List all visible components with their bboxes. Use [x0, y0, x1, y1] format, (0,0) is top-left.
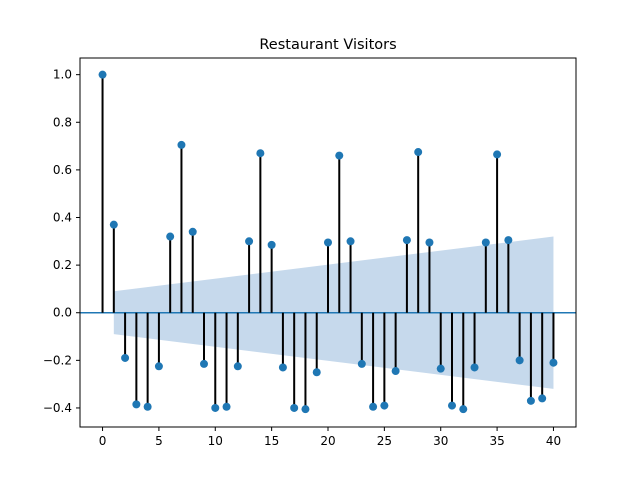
- data-point-26: [391, 367, 400, 376]
- y-tick-label-2: 0.0: [53, 306, 72, 320]
- data-point-8: [188, 227, 197, 236]
- data-point-3: [132, 400, 141, 409]
- x-tick-label-10: 10: [208, 434, 223, 448]
- chart-title: Restaurant Visitors: [259, 37, 396, 53]
- data-point-21: [335, 151, 344, 160]
- data-point-37: [515, 356, 524, 365]
- data-point-11: [222, 402, 231, 411]
- data-point-35: [493, 150, 502, 159]
- y-tick-label-3: 0.2: [53, 258, 72, 272]
- x-tick-label-30: 30: [433, 434, 448, 448]
- data-point-18: [301, 405, 310, 414]
- data-point-22: [346, 237, 355, 246]
- data-point-7: [177, 140, 186, 149]
- data-point-1: [109, 220, 118, 229]
- data-point-28: [414, 148, 423, 157]
- data-point-19: [312, 368, 321, 377]
- stems-layer: [101, 74, 555, 410]
- x-axis-ticks: 0 5 10 15 20 25 30 35 40: [99, 427, 561, 448]
- data-point-40: [549, 358, 558, 367]
- data-point-2: [121, 353, 130, 362]
- data-point-5: [154, 362, 163, 371]
- y-tick-label-1: −0.2: [43, 353, 72, 367]
- data-point-15: [267, 240, 276, 249]
- data-point-16: [278, 363, 287, 372]
- data-point-10: [211, 403, 220, 412]
- y-tick-label-0: −0.4: [43, 401, 72, 415]
- y-tick-label-7: 1.0: [53, 68, 72, 82]
- data-point-38: [526, 396, 535, 405]
- x-tick-label-5: 5: [155, 434, 163, 448]
- data-point-9: [200, 359, 208, 368]
- data-point-31: [448, 401, 456, 410]
- x-tick-label-25: 25: [377, 434, 392, 448]
- data-point-12: [233, 362, 242, 371]
- y-tick-label-5: 0.6: [53, 163, 72, 177]
- y-tick-label-4: 0.4: [53, 211, 72, 225]
- x-tick-label-20: 20: [320, 434, 335, 448]
- x-tick-label-15: 15: [264, 434, 279, 448]
- data-point-6: [166, 232, 175, 241]
- data-point-0: [98, 70, 107, 79]
- y-tick-label-6: 0.8: [53, 115, 72, 129]
- data-point-24: [369, 402, 378, 411]
- data-point-32: [459, 405, 468, 414]
- data-point-13: [245, 237, 254, 246]
- data-point-17: [290, 403, 299, 412]
- data-point-4: [143, 402, 152, 411]
- data-point-36: [504, 236, 513, 245]
- data-point-27: [402, 236, 411, 245]
- markers-layer: [98, 70, 558, 414]
- data-point-20: [324, 238, 332, 247]
- data-point-25: [380, 401, 389, 410]
- data-point-23: [357, 359, 366, 368]
- x-tick-label-35: 35: [489, 434, 504, 448]
- data-point-30: [436, 364, 445, 373]
- data-point-33: [470, 363, 479, 372]
- data-point-34: [481, 238, 490, 247]
- y-axis-ticks: −0.4 −0.2 0.0 0.2 0.4 0.6 0.8 1.0: [43, 68, 80, 415]
- x-tick-label-0: 0: [99, 434, 107, 448]
- x-tick-label-40: 40: [546, 434, 561, 448]
- data-point-29: [425, 238, 434, 247]
- data-point-39: [538, 394, 547, 403]
- data-point-14: [256, 149, 265, 158]
